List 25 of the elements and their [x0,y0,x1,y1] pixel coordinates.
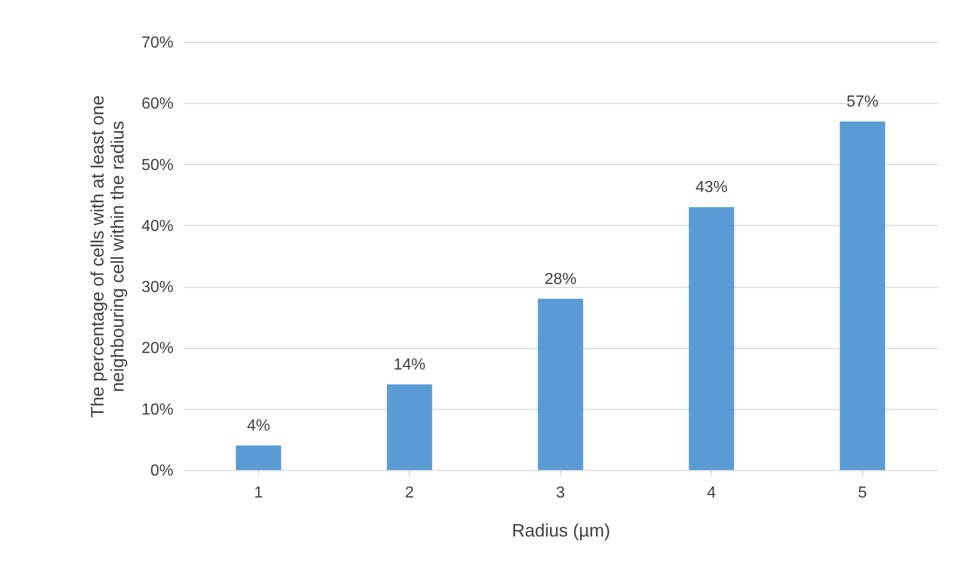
x-tick-label: 2 [405,484,414,502]
bar [386,384,432,470]
x-tick-label: 3 [556,484,566,502]
bar [236,446,282,470]
y-tick-label: 20% [141,340,174,358]
bar [688,207,734,470]
data-label: 14% [393,356,426,374]
bar [840,121,886,470]
y-tick-label: 0% [150,462,174,480]
x-tick-label: 1 [254,484,264,502]
y-tick-label: 60% [141,96,174,113]
y-axis-title: The percentage of cells with at least one neighbouring cell within the radius [87,95,128,418]
y-tick-label: 10% [141,401,174,418]
x-axis-title: Radius (µm) [512,520,610,540]
data-label: 43% [695,179,728,196]
x-tick-label: 4 [707,484,716,502]
y-tick-label: 40% [141,218,174,235]
y-tick-label: 30% [141,279,174,296]
x-tick-label: 5 [858,484,868,502]
bar [538,298,584,470]
data-label: 4% [246,418,270,435]
data-label: 28% [544,270,577,288]
y-tick-label: 50% [141,156,174,174]
data-label: 57% [846,93,879,110]
y-tick-label: 70% [141,34,174,52]
